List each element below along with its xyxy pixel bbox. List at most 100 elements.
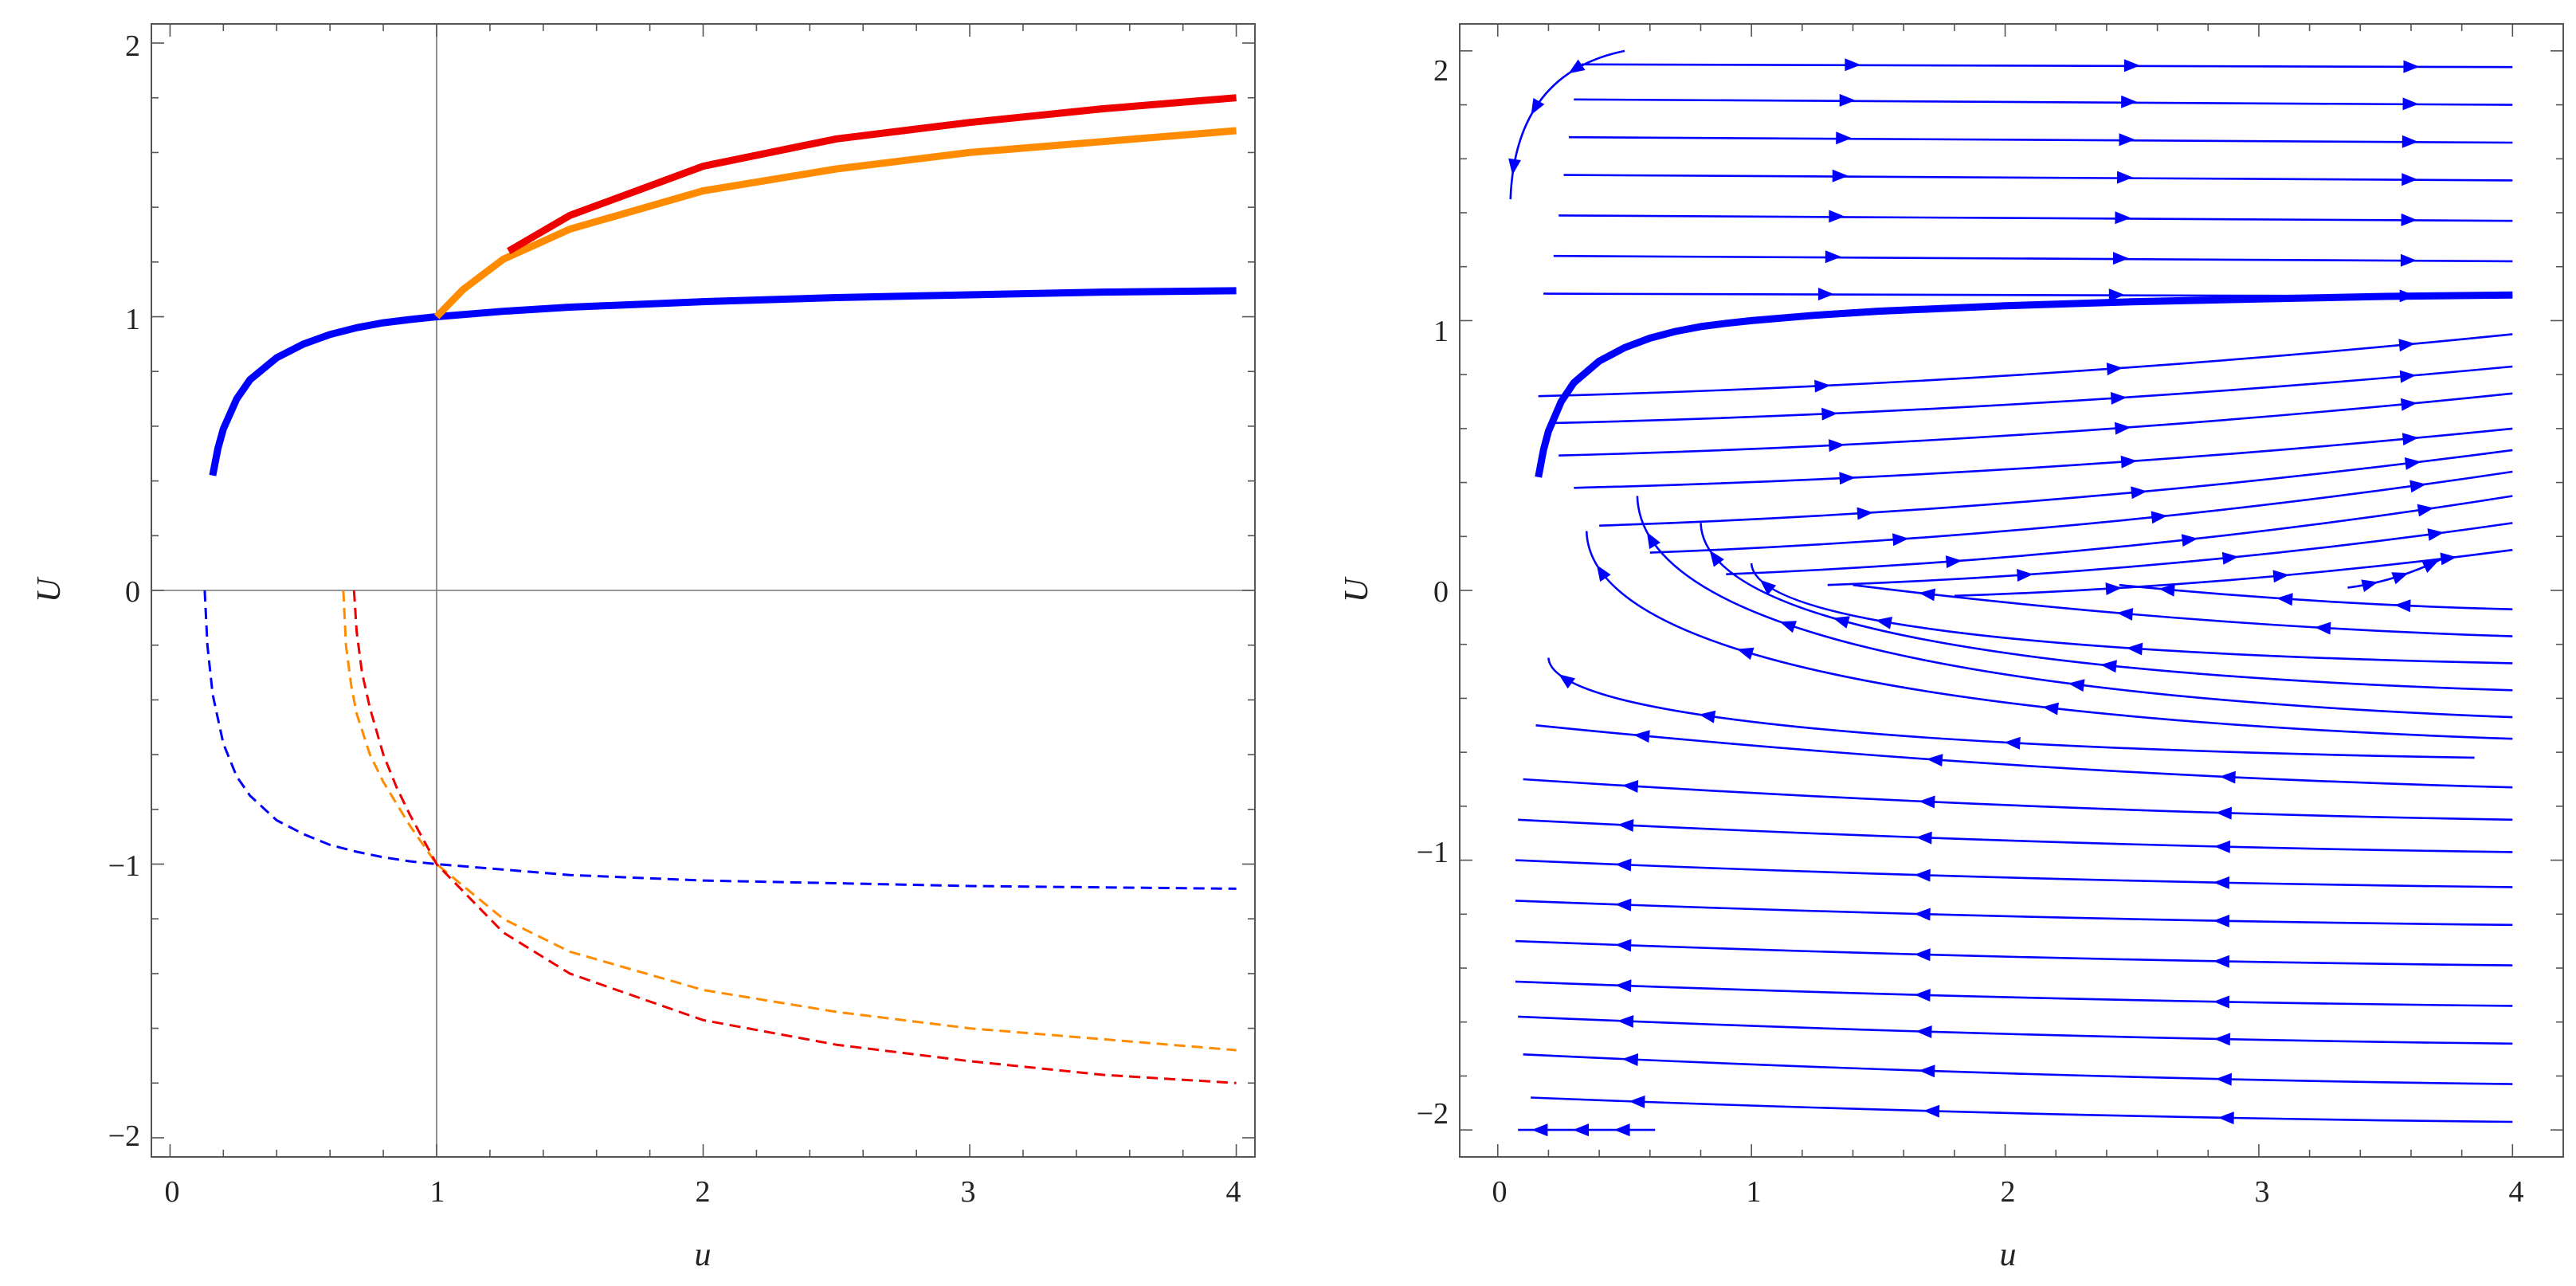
upper-stream-arrow-17-2 — [2421, 560, 2439, 573]
upper-stream-arrow-4-2 — [2402, 173, 2418, 186]
upper-stream-arrow-1-2 — [2403, 60, 2420, 73]
upper-stream-arrow-1-1 — [2123, 59, 2140, 73]
lower-stream-arrow-17-0 — [1613, 1123, 1630, 1137]
upper-stream-arrow-16-2 — [2440, 552, 2457, 566]
lower-stream-arrow-3-2 — [1709, 550, 1724, 567]
right-tick-label-x-3: 3 — [2255, 1175, 2270, 1209]
lower-stream-arrow-12-2 — [1615, 939, 1632, 952]
upper-stream-arrow-0-0 — [1568, 59, 1586, 74]
lower-stream-arrow-0-0 — [2394, 599, 2411, 613]
lower-stream-line-4 — [1636, 496, 2513, 719]
right-x-axis-title: u — [2000, 1237, 2017, 1273]
lower-stream-arrow-7-2 — [1633, 730, 1650, 743]
upper-stream-line-2 — [1574, 98, 2513, 106]
lower-stream-arrow-11-0 — [2213, 914, 2230, 927]
lower-stream-arrow-15-2 — [1621, 1053, 1639, 1066]
upper-stream-line-11 — [1574, 427, 2513, 489]
lower-stream-arrow-17-1 — [1573, 1123, 1589, 1137]
right-tick-label-x-4: 4 — [2509, 1175, 2524, 1209]
lower-stream-line-12 — [1515, 939, 2513, 966]
upper-stream-arrow-8-2 — [2398, 339, 2416, 352]
upper-stream-line-13 — [1649, 470, 2513, 554]
upper-stream-line-12 — [1599, 449, 2513, 527]
left-tick-label-x-3: 3 — [961, 1175, 976, 1209]
upper-stream-arrow-10-2 — [2400, 398, 2417, 411]
left-y-axis-title: U — [31, 576, 68, 602]
upper-stream-arrow-10-0 — [1829, 439, 1845, 453]
right-tick-label-y-2: 2 — [1433, 54, 1449, 88]
lower-stream-arrow-2-0 — [2126, 642, 2143, 656]
left-tick-label-x-1: 1 — [430, 1175, 445, 1209]
left-tick-label-y-n2: −2 — [108, 1119, 140, 1153]
upper-stream-arrow-14-0 — [1945, 555, 1962, 569]
upper-stream-arrow-16-0 — [2105, 582, 2122, 595]
lower-stream-arrow-17-2 — [1531, 1123, 1548, 1137]
lower-stream-line-14 — [1518, 1015, 2513, 1045]
lower-stream-arrow-13-0 — [2213, 995, 2230, 1009]
upper-stream-arrow-3-0 — [1836, 131, 1853, 145]
lower-stream-arrow-6-0 — [2004, 736, 2021, 750]
upper-stream-line-5 — [1559, 214, 2513, 222]
lower-stream-arrow-7-1 — [1926, 754, 1943, 767]
right-tick-label-y-n2: −2 — [1417, 1097, 1449, 1131]
upper-stream-arrow-5-2 — [2401, 213, 2417, 226]
upper-stream-arrow-9-1 — [2110, 392, 2127, 405]
lower-stream-line-9 — [1518, 818, 2513, 853]
lower-stream-arrow-13-2 — [1615, 979, 1632, 993]
lower-stream-line-7 — [1535, 724, 2513, 789]
left-tick-label-y-n1: −1 — [108, 849, 140, 883]
upper-stream-arrow-1-0 — [1845, 58, 1861, 72]
upper-stream-arrow-5-0 — [1829, 210, 1845, 223]
lower-stream-arrow-4-2 — [1646, 531, 1660, 550]
lower-stream-line-16 — [1531, 1096, 2513, 1123]
upper-stream-arrow-14-2 — [2417, 504, 2434, 517]
upper-stream-arrow-8-1 — [2106, 363, 2123, 376]
lower-stream-arrow-1-2 — [1919, 588, 1936, 602]
lower-stream-arrow-10-1 — [1914, 868, 1931, 882]
lower-stream-line-13 — [1515, 980, 2513, 1007]
lower-stream-line-5 — [1585, 531, 2513, 740]
left-tick-label-x-2: 2 — [696, 1175, 711, 1209]
right-y-axis-title: U — [1339, 576, 1375, 602]
left-plot-area — [151, 24, 1255, 1157]
lower-stream-arrow-6-2 — [1559, 674, 1575, 689]
right-plot-area — [1508, 49, 2513, 1137]
upper-stream-arrow-15-2 — [2427, 528, 2445, 541]
upper-stream-arrow-11-0 — [1839, 472, 1856, 485]
lower-stream-arrow-16-2 — [1629, 1095, 1645, 1108]
right-tick-label-x-0: 0 — [1492, 1175, 1508, 1209]
upper-stream-arrow-17-1 — [2391, 572, 2409, 585]
upper-stream-arrow-12-1 — [2131, 486, 2147, 500]
lower-stream-arrow-7-0 — [2219, 770, 2236, 784]
left-tick-label-x-4: 4 — [1226, 1175, 1241, 1209]
lower-stream-arrow-3-1 — [1833, 616, 1850, 629]
upper-stream-arrow-7-1 — [2108, 288, 2125, 302]
lower-stream-line-10 — [1515, 859, 2513, 888]
upper-stream-line-10 — [1559, 392, 2513, 457]
right-highlight-line — [1535, 291, 2513, 478]
upper-stream-arrow-12-2 — [2404, 457, 2421, 470]
upper-stream-arrow-4-1 — [2117, 171, 2133, 184]
lower-stream-arrow-8-1 — [1919, 795, 1935, 809]
lower-stream-arrow-2-1 — [1875, 617, 1892, 629]
upper-stream-arrow-12-0 — [1857, 507, 1873, 520]
lower-stream-arrow-10-2 — [1615, 858, 1632, 872]
upper-stream-line-6 — [1553, 254, 2513, 263]
upper-stream-arrow-2-1 — [2121, 95, 2138, 108]
upper-stream-line-8 — [1538, 333, 2513, 398]
lower-stream-arrow-6-1 — [1699, 710, 1716, 723]
left-tick-label-y-0: 0 — [125, 575, 140, 609]
right-ticks — [1460, 24, 2563, 1157]
upper-stream-arrow-6-0 — [1825, 250, 1841, 264]
left-series-line-1 — [433, 127, 1237, 320]
left-series-line-5 — [352, 590, 1237, 1084]
lower-stream-arrow-14-2 — [1617, 1015, 1634, 1028]
left-tick-label-y-2: 2 — [125, 29, 140, 63]
lower-stream-arrow-13-1 — [1914, 989, 1931, 1002]
lower-stream-arrow-0-2 — [2158, 583, 2175, 597]
upper-stream-arrow-0-2 — [1508, 158, 1521, 175]
lower-stream-arrow-5-0 — [2042, 702, 2059, 716]
upper-stream-arrow-8-0 — [1814, 379, 1831, 393]
right-panel: 0 1 2 3 4 −2 −1 0 1 2 u U — [1339, 23, 2564, 1273]
